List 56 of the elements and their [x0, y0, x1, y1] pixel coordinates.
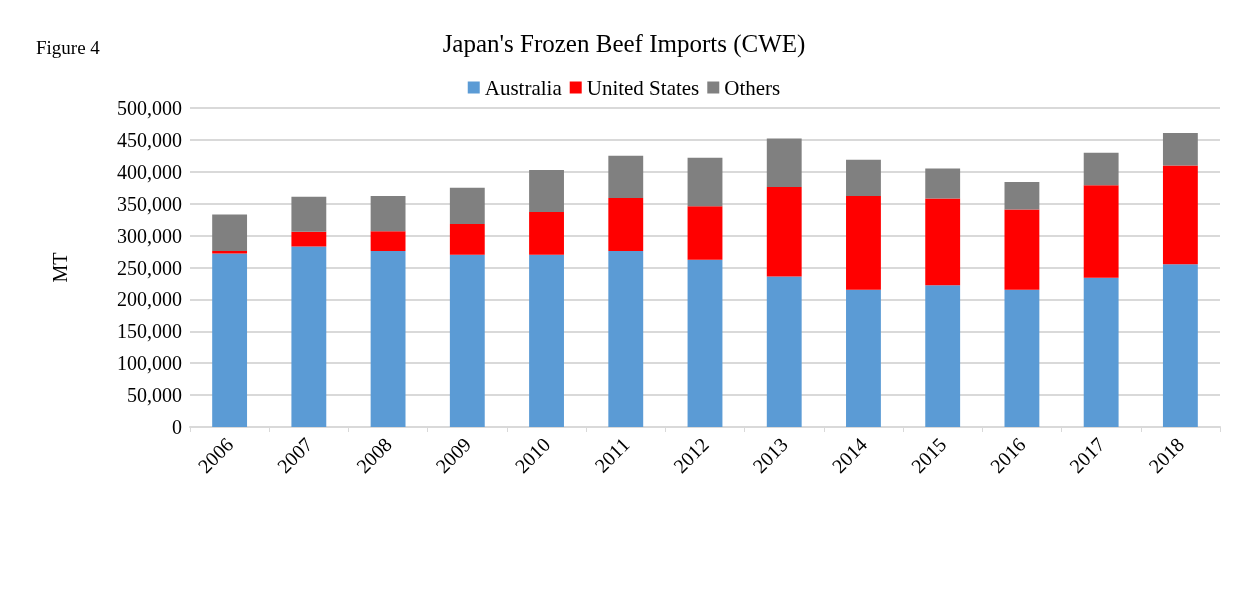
bar [925, 285, 961, 427]
legend-label: Others [724, 75, 781, 100]
y-tick-label: 300,000 [117, 224, 182, 247]
bar [212, 253, 248, 427]
y-tick-label: 100,000 [117, 352, 182, 375]
bar [1162, 132, 1198, 166]
y-tick-label: 0 [172, 416, 182, 438]
bar [766, 276, 802, 427]
bar [1004, 289, 1040, 427]
caption: Figure 4 [36, 37, 101, 58]
y-tick-label: 350,000 [117, 192, 182, 215]
y-axis-title: MT [49, 252, 71, 283]
bar [925, 198, 961, 286]
x-tick-label: 2011 [590, 433, 634, 477]
bar [1162, 165, 1198, 265]
y-tick-label: 200,000 [117, 288, 182, 311]
bar [1083, 185, 1119, 278]
legend-label: Australia [484, 75, 563, 100]
bar [608, 197, 644, 251]
y-tick-label: 50,000 [127, 384, 182, 407]
y-tick-label: 250,000 [117, 256, 182, 279]
bar [925, 168, 961, 199]
bar [1004, 209, 1040, 290]
bar [687, 206, 723, 260]
bar [766, 187, 802, 277]
bar [766, 138, 802, 188]
bar [687, 157, 723, 207]
legend-label: United States [586, 75, 700, 100]
bar [212, 214, 248, 251]
bar [370, 250, 406, 427]
bar [449, 224, 485, 255]
y-tick-label: 500,000 [117, 97, 182, 119]
bar [1083, 152, 1119, 186]
bar [291, 231, 327, 247]
bar [449, 254, 485, 427]
bar [291, 196, 327, 232]
bar [608, 250, 644, 427]
y-tick-label: 150,000 [117, 320, 182, 343]
y-tick-label: 450,000 [117, 128, 182, 151]
bar [529, 211, 564, 255]
bar [1083, 277, 1119, 427]
bar [1162, 264, 1198, 427]
y-tick-label: 400,000 [117, 160, 182, 183]
bar [1004, 182, 1040, 210]
bar [529, 169, 564, 212]
bar [291, 246, 327, 427]
bar [449, 187, 485, 225]
chart-title: Japan's Frozen Beef Imports (CWE) [442, 30, 806, 58]
bar [608, 155, 644, 198]
bar [687, 259, 723, 427]
bar [846, 196, 881, 290]
bar [370, 196, 406, 232]
bar [846, 159, 881, 197]
bar [370, 231, 406, 251]
bar [529, 254, 564, 427]
bar [846, 289, 881, 427]
